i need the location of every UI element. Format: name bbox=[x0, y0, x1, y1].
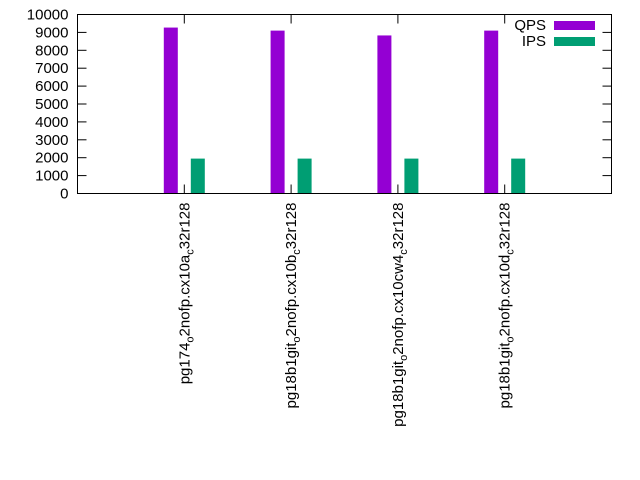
y-tick-label: 4000 bbox=[35, 114, 68, 131]
x-label-sub2: c bbox=[291, 249, 303, 255]
plot-border bbox=[77, 14, 612, 194]
x-label-mid: 2nofp.cx10b bbox=[283, 255, 300, 337]
x-label-mid: 2nofp.cx10cw4 bbox=[390, 255, 407, 355]
x-label-tail: 32r128 bbox=[497, 203, 514, 250]
bar-qps bbox=[484, 30, 499, 194]
bar-ips bbox=[511, 158, 526, 194]
bar-ips bbox=[404, 158, 419, 194]
x-label-tail: 32r128 bbox=[283, 203, 300, 250]
y-tick-label: 0 bbox=[60, 186, 68, 203]
x-label-sub1: o bbox=[291, 336, 303, 342]
y-tick-label: 5000 bbox=[35, 96, 68, 113]
x-label-sub1: o bbox=[505, 336, 517, 342]
y-tick-label: 1000 bbox=[35, 168, 68, 185]
x-axis: pg174o2nofp.cx10ac32r128pg18b1gito2nofp.… bbox=[176, 14, 517, 427]
bar-qps bbox=[163, 27, 178, 194]
y-tick-label: 9000 bbox=[35, 24, 68, 41]
legend-label-qps: QPS bbox=[514, 17, 546, 34]
legend-swatch-ips bbox=[554, 37, 595, 46]
x-label-tail: 32r128 bbox=[176, 203, 193, 250]
y-tick-label: 3000 bbox=[35, 132, 68, 149]
bar-ips bbox=[190, 158, 205, 194]
x-label-base: pg174 bbox=[176, 343, 193, 385]
x-label-sub1: o bbox=[184, 336, 196, 342]
x-tick-label: pg174o2nofp.cx10ac32r128 bbox=[176, 203, 196, 385]
x-label-base: pg18b1git bbox=[390, 360, 407, 427]
x-label-sub2: c bbox=[505, 249, 517, 255]
x-label-mid: 2nofp.cx10a bbox=[176, 254, 193, 336]
bars bbox=[163, 27, 526, 194]
y-tick-label: 6000 bbox=[35, 78, 68, 95]
y-tick-label: 7000 bbox=[35, 60, 68, 77]
y-tick-label: 2000 bbox=[35, 150, 68, 167]
x-label-base: pg18b1git bbox=[497, 342, 514, 409]
x-tick-label: pg18b1gito2nofp.cx10dc32r128 bbox=[497, 203, 517, 409]
bar-ips bbox=[297, 158, 312, 194]
x-tick-label: pg18b1gito2nofp.cx10cw4c32r128 bbox=[390, 203, 410, 427]
bar-qps bbox=[377, 35, 392, 194]
x-label-tail: 32r128 bbox=[390, 203, 407, 250]
x-label-mid: 2nofp.cx10d bbox=[497, 255, 514, 337]
x-label-sub1: o bbox=[398, 355, 410, 361]
legend-swatch-qps bbox=[554, 21, 595, 30]
y-axis: 0100020003000400050006000700080009000100… bbox=[27, 7, 612, 203]
x-tick-label: pg18b1gito2nofp.cx10bc32r128 bbox=[283, 203, 303, 409]
x-label-base: pg18b1git bbox=[283, 342, 300, 409]
legend-label-ips: IPS bbox=[522, 33, 546, 50]
x-label-sub2: c bbox=[398, 249, 410, 255]
y-tick-label: 10000 bbox=[27, 7, 69, 24]
y-tick-label: 8000 bbox=[35, 42, 68, 59]
x-label-sub2: c bbox=[184, 249, 196, 255]
bar-qps bbox=[270, 30, 285, 194]
